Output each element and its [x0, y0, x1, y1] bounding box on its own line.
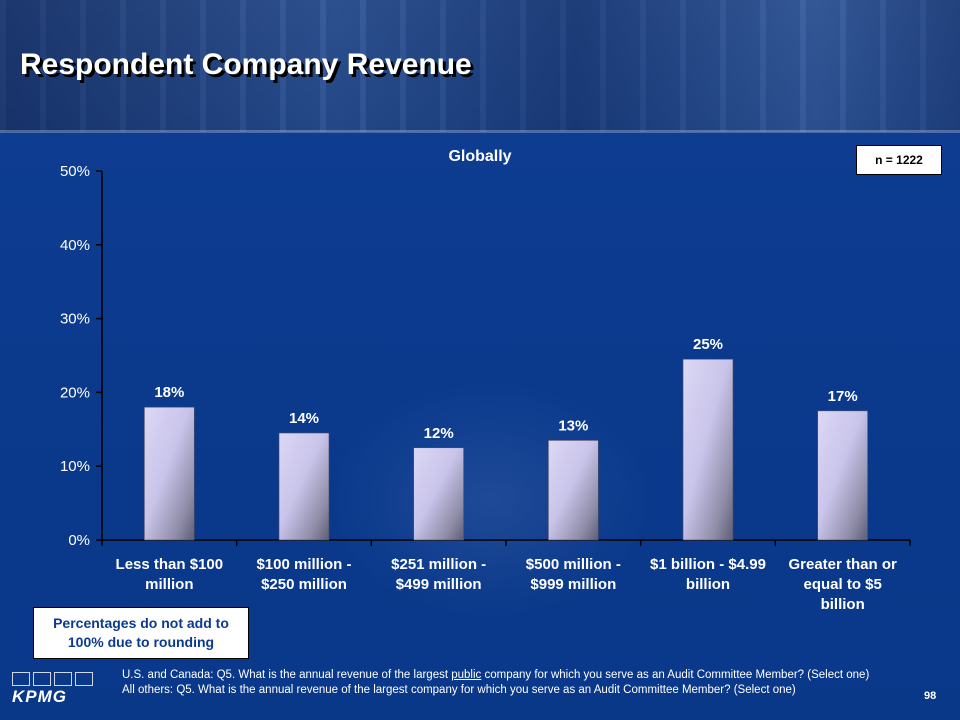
category-label: $250 million: [261, 576, 347, 593]
category-label: $500 million -: [526, 556, 621, 573]
bar: [817, 410, 868, 541]
logo-boxes-icon: [12, 672, 96, 686]
bar: [682, 358, 734, 541]
footnote-line-1: U.S. and Canada: Q5. What is the annual …: [122, 668, 922, 683]
y-tick-label: 10%: [60, 458, 90, 475]
category-label: $100 million -: [256, 556, 351, 573]
y-tick-label: 0%: [68, 532, 90, 549]
bar: [548, 440, 599, 541]
header-banner: [0, 0, 960, 132]
data-label: 14%: [289, 410, 319, 427]
category-label: billion: [686, 576, 730, 593]
category-label: million: [145, 576, 193, 593]
footnote: U.S. and Canada: Q5. What is the annual …: [122, 668, 922, 698]
category-label: $251 million -: [391, 556, 486, 573]
page-number: 98: [924, 690, 937, 702]
page-title: Respondent Company Revenue: [20, 48, 472, 81]
bar: [144, 406, 195, 541]
category-label: Less than $100: [116, 556, 224, 573]
category-label: equal to $5: [803, 576, 881, 593]
chart-title: Globally: [448, 148, 512, 165]
y-tick-label: 40%: [60, 237, 90, 254]
category-label: $1 billion - $4.99: [650, 556, 766, 573]
footnote-line-2: All others: Q5. What is the annual reven…: [122, 684, 796, 696]
header-divider: [0, 130, 960, 133]
chart-data-labels: 18% 14% 12% 13% 25% 17%: [154, 336, 857, 442]
category-label: Greater than or: [788, 556, 897, 573]
y-tick-label: 50%: [60, 163, 90, 180]
chart-axes: 0% 10% 20% 30% 40% 50%: [60, 163, 911, 549]
data-label: 25%: [693, 336, 723, 353]
data-label: 17%: [828, 388, 858, 405]
data-label: 13%: [558, 417, 588, 434]
data-label: 12%: [424, 425, 454, 442]
footnote-underlined: public: [451, 669, 482, 681]
bar: [278, 432, 330, 541]
footnote-text: company for which you serve as an Audit …: [481, 669, 870, 681]
data-label: 18%: [154, 384, 184, 401]
y-tick-label: 20%: [60, 384, 90, 401]
chart-category-labels: Less than $100 million $100 million - $250 …: [116, 556, 897, 613]
category-label: $499 million: [396, 576, 482, 593]
category-label: billion: [821, 596, 865, 613]
rounding-note: Percentages do not add to 100% due to ro…: [33, 607, 249, 659]
bar-chart: 0% 10% 20% 30% 40% 50% 18% 14% 12% 13% 25% 17% Les…: [60, 163, 911, 613]
sample-size-box: n = 1222: [856, 145, 942, 175]
kpmg-logo: KPMG: [12, 672, 96, 708]
bar: [413, 447, 464, 541]
footnote-text: U.S. and Canada: Q5. What is the annual …: [122, 669, 452, 681]
logo-text: KPMG: [12, 687, 67, 706]
chart-bars: [144, 358, 868, 541]
y-tick-label: 30%: [60, 311, 90, 328]
category-label: $999 million: [530, 576, 616, 593]
